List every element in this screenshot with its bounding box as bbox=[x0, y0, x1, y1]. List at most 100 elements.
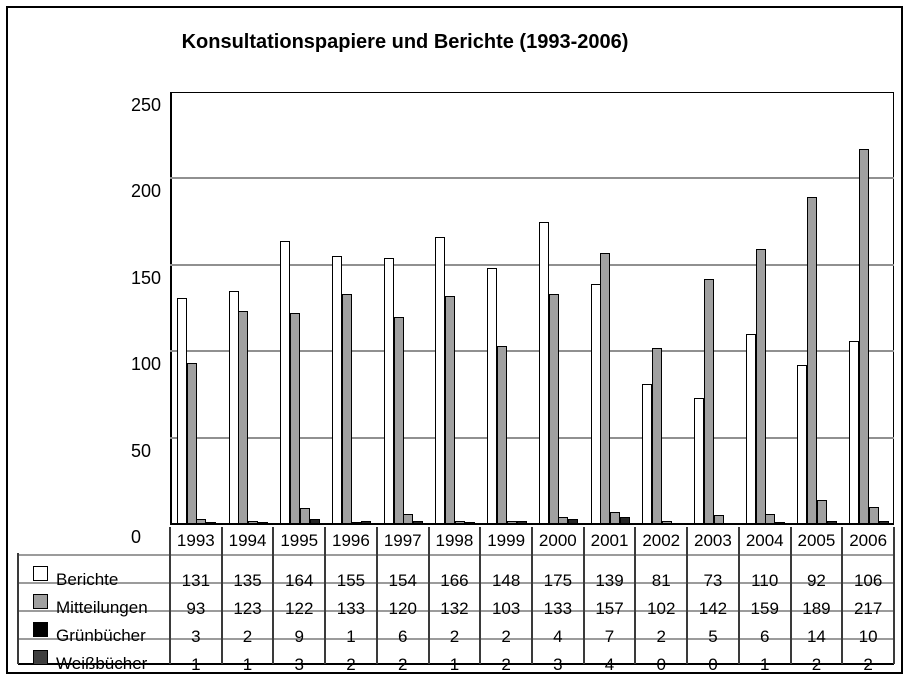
bar-berichte-2001 bbox=[590, 284, 601, 524]
table-cell-grünbücher-2006: 10 bbox=[858, 627, 878, 646]
table-cell-weißbücher-2001: 4 bbox=[604, 655, 615, 674]
table-cell-grünbücher-2001: 7 bbox=[604, 627, 615, 646]
bar-berichte-2006 bbox=[849, 341, 860, 524]
x-axis-line bbox=[170, 523, 894, 525]
table-cell-grünbücher-1999: 2 bbox=[501, 627, 511, 646]
table-cell-mitteilungen-1994: 123 bbox=[233, 599, 262, 618]
table-row-line bbox=[18, 638, 894, 640]
bar-berichte-2003 bbox=[693, 398, 704, 524]
table-cell-weißbücher-1998: 1 bbox=[449, 655, 460, 674]
legend-swatch-weißbücher bbox=[33, 650, 48, 665]
table-cell-weißbücher-2006: 2 bbox=[863, 655, 873, 674]
bar-mitteilungen-2003 bbox=[703, 279, 714, 524]
bar-mitteilungen-2005 bbox=[807, 197, 818, 524]
year-label: 2003 bbox=[694, 531, 732, 550]
table-cell-grünbücher-1998: 2 bbox=[449, 627, 460, 646]
table-column-line bbox=[789, 527, 792, 664]
year-label: 1996 bbox=[332, 531, 370, 550]
table-cell-weißbücher-2000: 3 bbox=[553, 655, 563, 674]
table-cell-weißbücher-2002: 0 bbox=[656, 655, 666, 674]
y-tick-label-100: 100 bbox=[131, 354, 162, 375]
chart-title: Konsultationspapiere und Berichte (1993-… bbox=[181, 31, 629, 53]
table-cell-weißbücher-1997: 2 bbox=[398, 655, 408, 674]
table-cell-weißbücher-1999: 2 bbox=[501, 655, 511, 674]
bar-grünbücher-2000 bbox=[558, 517, 569, 524]
bar-berichte-1993 bbox=[176, 298, 187, 524]
table-cell-berichte-2003: 73 bbox=[703, 571, 723, 590]
bar-grünbücher-1999 bbox=[506, 521, 517, 524]
year-label: 2001 bbox=[590, 531, 629, 550]
table-cell-mitteilungen-2000: 133 bbox=[543, 599, 573, 618]
year-label: 1993 bbox=[176, 531, 215, 550]
year-label: 1999 bbox=[487, 531, 526, 550]
table-column-line bbox=[272, 527, 275, 664]
table-cell-mitteilungen-1996: 133 bbox=[336, 599, 366, 618]
bar-grünbücher-2006 bbox=[868, 507, 879, 524]
table-column-line bbox=[427, 527, 430, 664]
table-cell-grünbücher-1996: 1 bbox=[346, 627, 356, 646]
table-cell-mitteilungen-2002: 102 bbox=[647, 599, 676, 618]
table-row-line bbox=[18, 554, 894, 556]
bar-weißbücher-2000 bbox=[568, 519, 579, 524]
table-cell-grünbücher-2004: 6 bbox=[760, 627, 770, 646]
bar-mitteilungen-1994 bbox=[238, 311, 249, 524]
table-cell-weißbücher-1996: 2 bbox=[346, 655, 356, 674]
bar-mitteilungen-1999 bbox=[496, 346, 507, 524]
table-cell-mitteilungen-1997: 120 bbox=[388, 599, 417, 618]
bar-weißbücher-2004 bbox=[775, 522, 786, 524]
year-label: 2002 bbox=[642, 531, 681, 550]
bar-weißbücher-1995 bbox=[309, 519, 320, 524]
table-cell-berichte-2002: 81 bbox=[651, 571, 671, 590]
year-label: 2004 bbox=[745, 531, 784, 550]
bar-mitteilungen-2006 bbox=[858, 149, 869, 524]
table-cell-berichte-1993: 131 bbox=[181, 571, 211, 590]
table-cell-grünbücher-2003: 5 bbox=[708, 627, 718, 646]
table-cell-mitteilungen-2005: 189 bbox=[802, 599, 831, 618]
bar-berichte-2000 bbox=[538, 222, 549, 524]
bar-berichte-1999 bbox=[487, 268, 498, 524]
table-cell-mitteilungen-1995: 122 bbox=[285, 599, 314, 618]
bar-weißbücher-1993 bbox=[206, 522, 217, 524]
table-column-line bbox=[169, 527, 171, 664]
bar-weißbücher-1997 bbox=[413, 521, 424, 524]
table-cell-berichte-2006: 106 bbox=[853, 571, 883, 590]
bar-grünbücher-1996 bbox=[351, 522, 362, 524]
table-column-line bbox=[479, 527, 482, 664]
table-cell-berichte-2001: 139 bbox=[595, 571, 624, 590]
y-tick-label-150: 150 bbox=[131, 267, 162, 288]
year-label: 1994 bbox=[228, 531, 267, 550]
table-column-line bbox=[531, 527, 533, 664]
bar-berichte-2005 bbox=[797, 365, 808, 524]
bar-berichte-1996 bbox=[331, 256, 342, 524]
bar-grünbücher-1998 bbox=[455, 521, 465, 524]
table-cell-berichte-1996: 155 bbox=[336, 571, 366, 590]
bar-weißbücher-2006 bbox=[878, 521, 889, 524]
table-cell-mitteilungen-2003: 142 bbox=[698, 599, 728, 618]
table-cell-berichte-1995: 164 bbox=[285, 571, 314, 590]
table-column-line bbox=[375, 527, 378, 664]
bar-berichte-2002 bbox=[642, 384, 653, 524]
bar-weißbücher-1998 bbox=[464, 522, 475, 524]
bar-mitteilungen-2000 bbox=[548, 294, 559, 524]
bar-mitteilungen-2001 bbox=[600, 253, 611, 524]
table-cell-mitteilungen-2004: 159 bbox=[750, 599, 779, 618]
bar-weißbücher-1994 bbox=[257, 522, 268, 524]
bar-mitteilungen-2002 bbox=[652, 348, 662, 524]
table-cell-weißbücher-2005: 2 bbox=[811, 655, 822, 674]
bar-grünbücher-1994 bbox=[248, 521, 259, 524]
bar-mitteilungen-1996 bbox=[341, 294, 352, 524]
bar-mitteilungen-2004 bbox=[755, 249, 766, 524]
table-cell-berichte-2005: 92 bbox=[806, 571, 826, 590]
table-cell-berichte-2004: 110 bbox=[751, 571, 779, 590]
legend-swatch-berichte bbox=[33, 566, 48, 581]
table-column-line bbox=[324, 527, 327, 664]
table-cell-mitteilungen-1993: 93 bbox=[186, 599, 206, 618]
gridline-50 bbox=[170, 436, 894, 439]
table-cell-grünbücher-1997: 6 bbox=[398, 627, 408, 646]
table-cell-berichte-2000: 175 bbox=[543, 571, 573, 590]
y-tick-label-0: 0 bbox=[131, 527, 142, 547]
table-column-line bbox=[582, 527, 585, 664]
legend-label-grünbücher: Grünbücher bbox=[56, 626, 146, 645]
year-label: 2000 bbox=[538, 531, 577, 550]
